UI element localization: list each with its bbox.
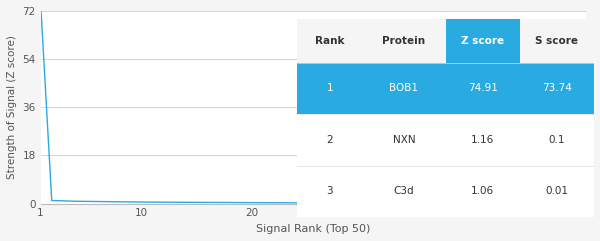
Bar bbox=[297, 63, 362, 114]
Text: BOB1: BOB1 bbox=[389, 83, 418, 94]
X-axis label: Signal Rank (Top 50): Signal Rank (Top 50) bbox=[256, 224, 371, 234]
Bar bbox=[520, 63, 594, 114]
Text: NXN: NXN bbox=[392, 135, 415, 145]
Text: Protein: Protein bbox=[382, 36, 425, 46]
Bar bbox=[362, 114, 446, 166]
Bar bbox=[520, 114, 594, 166]
Text: 1.06: 1.06 bbox=[471, 186, 494, 196]
Bar bbox=[362, 166, 446, 217]
Bar bbox=[445, 63, 520, 114]
Text: S score: S score bbox=[535, 36, 578, 46]
Text: 74.91: 74.91 bbox=[467, 83, 497, 94]
Text: 73.74: 73.74 bbox=[542, 83, 572, 94]
Text: 1: 1 bbox=[326, 83, 333, 94]
Y-axis label: Strength of Signal (Z score): Strength of Signal (Z score) bbox=[7, 35, 17, 179]
Bar bbox=[445, 114, 520, 166]
Text: 3: 3 bbox=[326, 186, 333, 196]
Bar bbox=[297, 114, 362, 166]
Bar bbox=[445, 19, 520, 63]
Text: 0.01: 0.01 bbox=[545, 186, 568, 196]
Bar bbox=[520, 19, 594, 63]
Text: C3d: C3d bbox=[394, 186, 414, 196]
Text: 0.1: 0.1 bbox=[548, 135, 565, 145]
Bar bbox=[520, 166, 594, 217]
Bar bbox=[445, 166, 520, 217]
Bar bbox=[297, 19, 362, 63]
Bar bbox=[362, 63, 446, 114]
Bar bbox=[297, 166, 362, 217]
Text: 2: 2 bbox=[326, 135, 333, 145]
Text: 1.16: 1.16 bbox=[471, 135, 494, 145]
Bar bbox=[362, 19, 446, 63]
Text: Rank: Rank bbox=[315, 36, 344, 46]
Text: Z score: Z score bbox=[461, 36, 504, 46]
